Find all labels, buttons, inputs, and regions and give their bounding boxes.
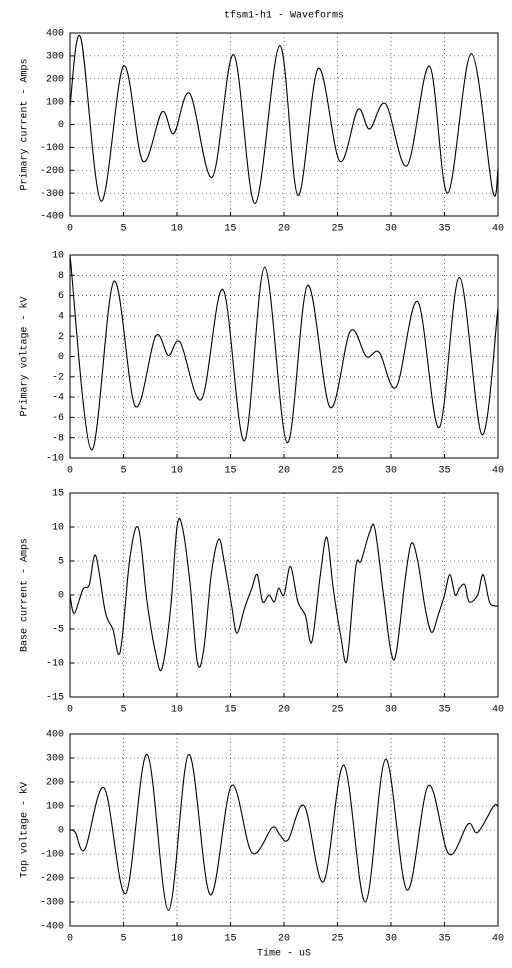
- x-tick-label: 30: [385, 934, 397, 945]
- x-axis-label: Time - uS: [257, 948, 311, 960]
- x-tick-label: 40: [492, 466, 504, 477]
- y-tick-label: 0: [58, 120, 64, 131]
- y-tick-label: 5: [58, 557, 64, 568]
- x-tick-label: 40: [492, 224, 504, 235]
- figure-title: tfsm1-h1 - Waveforms: [224, 10, 344, 22]
- x-tick-label: 5: [120, 224, 126, 235]
- plot-frame: [69, 32, 499, 217]
- y-tick-label: -5: [52, 625, 64, 636]
- y-tick-label: -300: [40, 898, 64, 909]
- x-tick-label: 15: [224, 705, 236, 716]
- y-tick-label: -10: [46, 454, 64, 465]
- y-tick-label: 100: [46, 97, 64, 108]
- x-tick-label: 0: [67, 934, 73, 945]
- y-tick-label: 4: [58, 312, 64, 323]
- x-tick-label: 25: [331, 934, 343, 945]
- y-tick-label: -15: [46, 693, 64, 704]
- y-tick-label: 400: [46, 730, 64, 741]
- y-tick-label: -200: [40, 166, 64, 177]
- x-tick-label: 35: [438, 466, 450, 477]
- x-tick-label: 5: [120, 705, 126, 716]
- x-tick-label: 20: [278, 224, 290, 235]
- y-axis-label: Primary voltage - kV: [19, 296, 31, 416]
- y-tick-label: 0: [58, 826, 64, 837]
- y-tick-label: -8: [52, 433, 64, 444]
- x-tick-label: 15: [224, 224, 236, 235]
- y-tick-label: 15: [52, 489, 64, 500]
- x-tick-label: 15: [224, 934, 236, 945]
- y-tick-label: 200: [46, 74, 64, 85]
- y-tick-label: -10: [46, 659, 64, 670]
- waveform-line: [69, 517, 499, 672]
- y-tick-label: 300: [46, 52, 64, 63]
- waveform-line: [69, 753, 499, 911]
- x-tick-label: 20: [278, 466, 290, 477]
- x-tick-label: 30: [385, 705, 397, 716]
- y-tick-label: -6: [52, 413, 64, 424]
- x-tick-label: 30: [385, 466, 397, 477]
- y-tick-label: -400: [40, 212, 64, 223]
- y-tick-label: -400: [40, 922, 64, 933]
- plot-frame: [69, 254, 499, 459]
- y-tick-label: 0: [58, 591, 64, 602]
- y-tick-label: 10: [52, 251, 64, 262]
- y-tick-label: -100: [40, 850, 64, 861]
- x-tick-label: 20: [278, 934, 290, 945]
- waveform-line: [69, 34, 499, 204]
- x-tick-label: 35: [438, 705, 450, 716]
- y-tick-label: -100: [40, 143, 64, 154]
- y-tick-label: 100: [46, 802, 64, 813]
- x-tick-label: 0: [67, 466, 73, 477]
- x-tick-label: 40: [492, 934, 504, 945]
- y-axis-label: Base current - Amps: [20, 538, 31, 652]
- y-tick-label: -4: [52, 393, 64, 404]
- y-axis-label: Primary current - Amps: [19, 58, 31, 190]
- x-tick-label: 25: [331, 224, 343, 235]
- x-tick-label: 30: [385, 224, 397, 235]
- x-tick-label: 25: [331, 705, 343, 716]
- y-tick-label: 400: [46, 29, 64, 40]
- y-tick-label: 0: [58, 352, 64, 363]
- y-tick-label: 6: [58, 291, 64, 302]
- x-tick-label: 10: [171, 224, 183, 235]
- y-tick-label: 200: [46, 778, 64, 789]
- y-tick-label: 10: [52, 523, 64, 534]
- y-tick-label: -200: [40, 874, 64, 885]
- x-tick-label: 0: [67, 224, 73, 235]
- waveform-line: [69, 254, 499, 451]
- y-tick-label: 8: [58, 271, 64, 282]
- y-tick-label: -300: [40, 189, 64, 200]
- y-tick-label: 300: [46, 754, 64, 765]
- x-tick-label: 5: [120, 934, 126, 945]
- x-tick-label: 20: [278, 705, 290, 716]
- y-tick-label: 2: [58, 332, 64, 343]
- x-tick-label: 35: [438, 224, 450, 235]
- x-tick-label: 35: [438, 934, 450, 945]
- y-tick-label: -2: [52, 372, 64, 383]
- x-tick-label: 15: [224, 466, 236, 477]
- x-tick-label: 10: [171, 934, 183, 945]
- x-tick-label: 5: [120, 466, 126, 477]
- x-tick-label: 40: [492, 705, 504, 716]
- x-tick-label: 10: [171, 705, 183, 716]
- x-tick-label: 25: [331, 466, 343, 477]
- x-tick-label: 10: [171, 466, 183, 477]
- x-tick-label: 0: [67, 705, 73, 716]
- y-axis-label: Top voltage - kV: [19, 782, 31, 878]
